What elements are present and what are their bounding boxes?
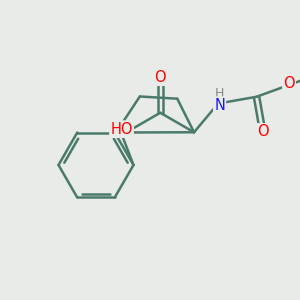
Text: O: O bbox=[283, 76, 295, 92]
Text: O: O bbox=[113, 122, 125, 137]
Text: O: O bbox=[257, 124, 269, 139]
Text: HO: HO bbox=[110, 122, 133, 137]
Text: H: H bbox=[215, 87, 224, 100]
Text: O: O bbox=[154, 70, 166, 85]
Text: N: N bbox=[214, 98, 225, 112]
